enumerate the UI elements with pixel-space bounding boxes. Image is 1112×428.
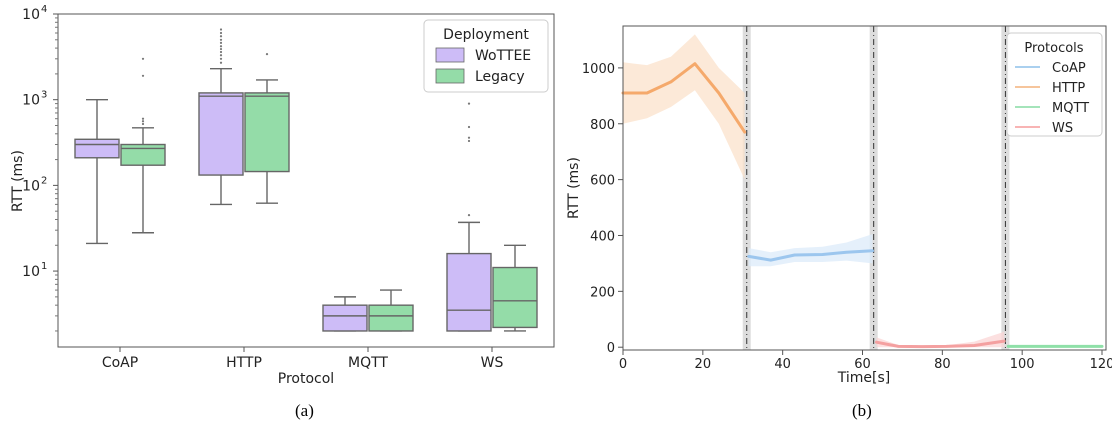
y-tick-label: 600 [590,174,615,189]
series-line-coap [747,249,874,262]
outlier-point [219,45,223,48]
panel-b-ylabel: RTT (ms) [566,157,582,219]
y-tick-label: 400 [590,229,615,244]
box-iqr [322,304,368,332]
legend-swatch-wottee [435,47,465,63]
legend-box [1006,32,1103,137]
x-tick-label: 100 [1010,357,1035,372]
series-line-ws [875,339,1006,349]
box-iqr [120,143,166,166]
box-iqr [368,304,414,332]
x-tick-label: 80 [934,357,951,372]
outlier-point [467,125,471,129]
x-tick-label: 0 [619,357,627,372]
outlier-point [219,28,223,31]
x-tick-label: CoAP [102,355,138,371]
panel-b-linechart: 0 200 400 600 800 1000 0 20 40 60 80 100 120 Time[s… [566,25,1112,386]
outlier-point [141,122,145,126]
legend-swatch-legacy [435,68,465,84]
outlier-point [467,136,471,139]
x-tick-label: 60 [854,357,871,372]
outlier-point [467,139,471,143]
x-tick-label: 20 [695,357,712,372]
outlier-point [219,47,223,51]
outlier-point [141,57,145,60]
y-tick-exponent: 3 [41,90,47,101]
box-legacy-mqtt [368,289,414,332]
legend-label-ws: WS [1052,121,1073,136]
caption-a: (a) [295,401,314,420]
outlier-point [467,102,471,105]
legend-label-coap: CoAP [1052,61,1086,76]
y-tick-label: 800 [590,118,615,133]
y-tick-label: 200 [590,285,615,300]
panel-b-legend: Protocols CoAP HTTP MQTT WS [1006,32,1103,137]
outlier-point [219,57,223,60]
outlier-point [219,61,223,64]
y-tick-exponent: 1 [41,261,47,272]
panel-a-legend: Deployment WoTTEE Legacy [423,19,549,93]
band-ws [876,331,1005,348]
caption-b: (b) [852,401,872,420]
outlier-point [141,74,145,77]
legend-title: Deployment [443,27,529,43]
y-tick-exponent: 2 [41,175,47,186]
box-iqr [492,266,538,329]
legend-label-wottee: WoTTEE [475,48,531,64]
outlier-point [219,38,223,41]
x-tick-label: 120 [1090,357,1112,372]
x-tick-label: 40 [774,357,791,372]
series-line-http [621,62,747,134]
legend-label-legacy: Legacy [475,69,525,85]
panel-b-xlabel: Time[s] [837,370,890,386]
y-tick-label: 10 [22,178,40,194]
outlier-point [141,120,145,123]
legend-title: Protocols [1024,41,1083,56]
box-iqr [198,92,244,176]
y-tick-label: 10 [22,7,40,23]
box-iqr [446,252,492,332]
panel-b-frame [622,25,1107,351]
legend-label-mqtt: MQTT [1052,101,1089,116]
x-tick-label: MQTT [348,355,388,371]
outlier-point [219,41,223,44]
outlier-point [219,35,223,38]
y-tick-label: 10 [22,93,40,109]
y-tick-label: 10 [22,264,40,280]
outlier-point [219,54,223,57]
legend-label-http: HTTP [1052,81,1085,96]
outlier-point [141,117,145,120]
box-wottee-ws [446,102,492,332]
band-coap [748,234,873,267]
box-iqr [244,92,290,173]
x-tick-label: WS [481,355,504,371]
y-tick-label: 1000 [582,62,615,77]
y-tick-exponent: 4 [41,4,47,15]
panel-a-ylabel: RTT (ms) [10,150,26,212]
box-iqr [74,138,120,159]
outlier-point [467,213,471,217]
box-wottee-mqtt [322,296,368,332]
box-legacy-http [244,53,290,204]
panel-a-frame [57,13,555,348]
box-legacy-ws [492,244,538,332]
box-wottee-http [198,28,244,206]
box-legacy-coap [120,57,166,234]
band-http [623,34,745,180]
box-wottee-coap [74,98,120,245]
y-tick-label: 0 [607,341,615,356]
x-tick-label: HTTP [226,355,262,371]
outlier-point [265,53,269,56]
panel-a-xlabel: Protocol [278,371,334,387]
outlier-point [219,31,223,35]
outlier-point [219,50,223,54]
